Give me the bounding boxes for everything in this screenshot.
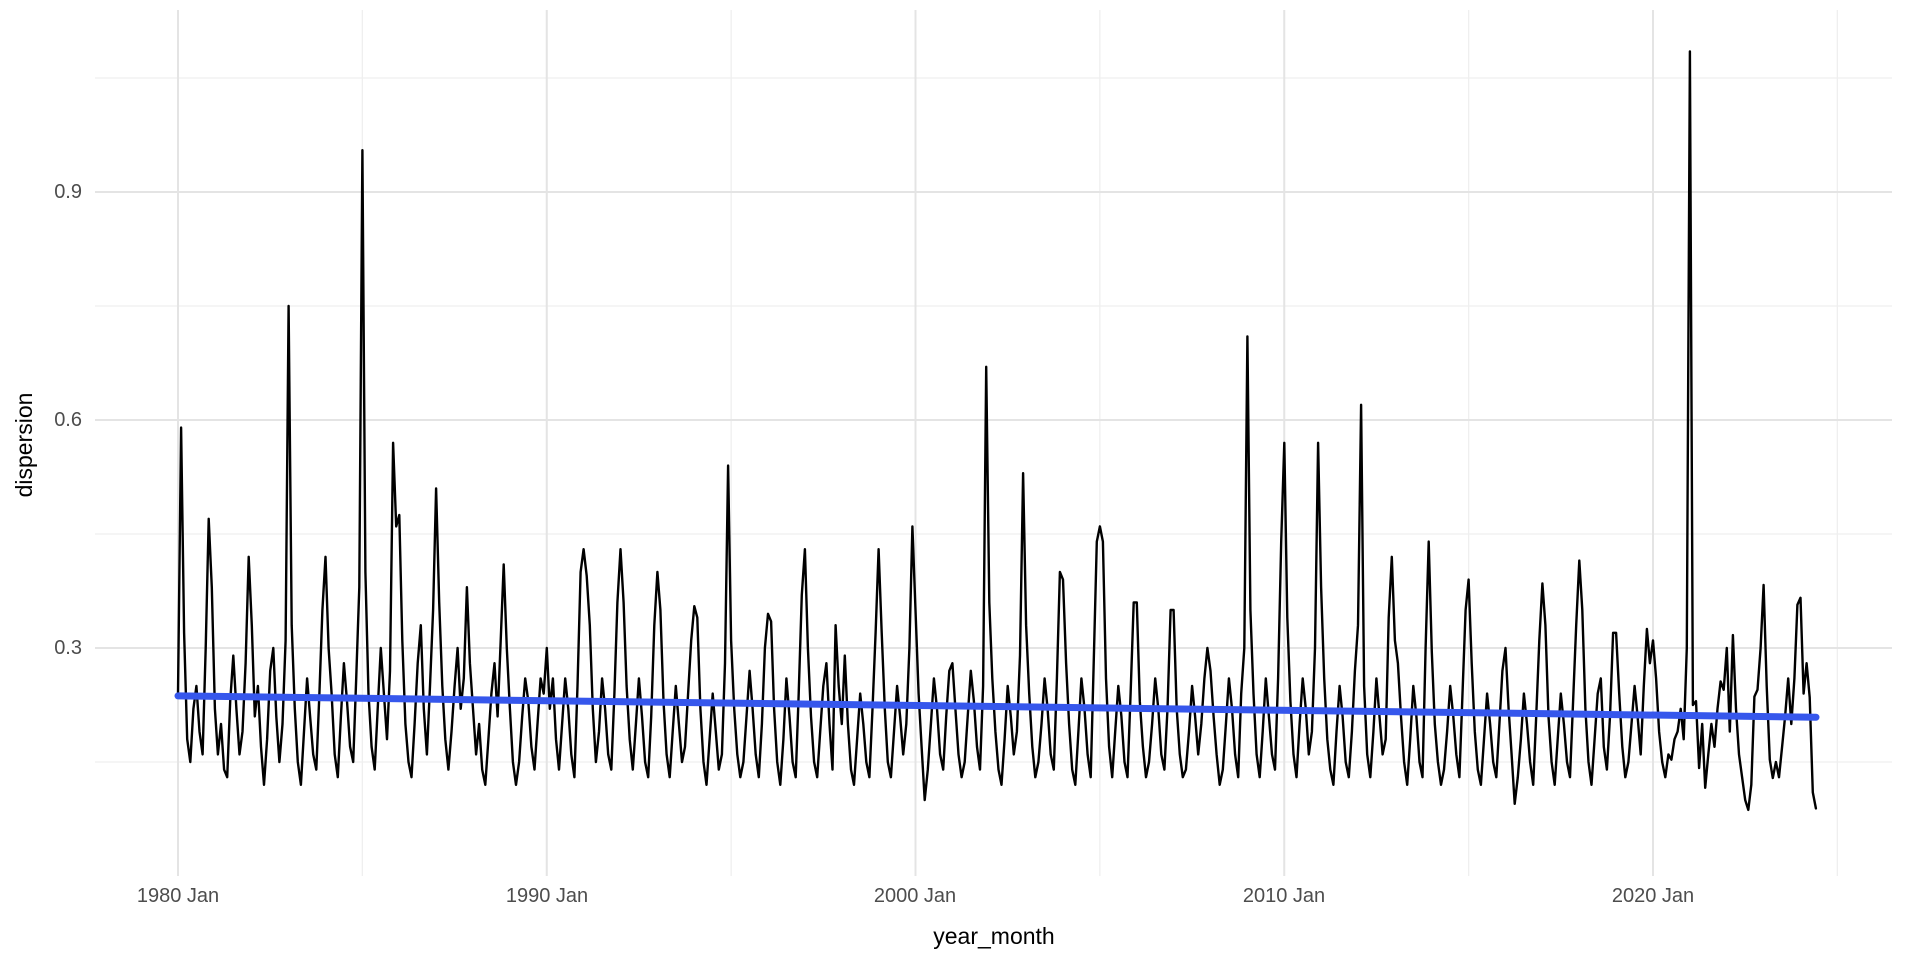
x-tick-1990-jan: 1990 Jan [505,885,589,907]
x-tick-2010-jan: 2010 Jan [1242,885,1326,907]
x-tick-1980-jan: 1980 Jan [136,885,220,907]
trend-line [174,692,1820,721]
x-tick-2020-jan: 2020 Jan [1611,885,1695,907]
y-tick-0.9: 0.9 [54,181,82,203]
x-tick-2000-jan: 2000 Jan [873,885,957,907]
y-tick-0.6: 0.6 [54,409,82,431]
y-tick-0.3: 0.3 [54,637,82,659]
dispersion-line [176,50,1818,812]
y-axis-title: dispersion [11,392,37,498]
grid-major [95,10,1892,876]
x-axis-title: year_month [933,923,1055,949]
